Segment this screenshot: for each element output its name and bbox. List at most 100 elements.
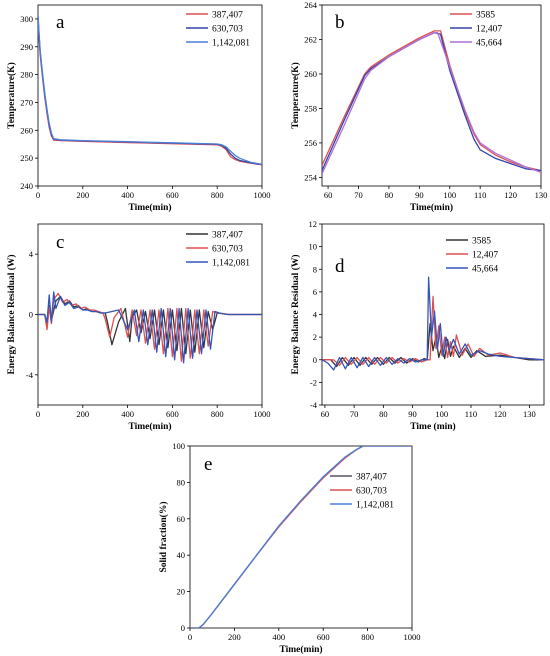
x-tick-label: 130 (523, 409, 536, 419)
x-tick-label: 60 (324, 190, 333, 200)
x-tick-label: 110 (465, 409, 477, 419)
legend-label: 1,142,081 (212, 39, 250, 49)
y-tick-label: 80 (177, 477, 186, 487)
x-tick-label: 600 (317, 632, 330, 642)
y-tick-label: 270 (20, 97, 33, 107)
panel-letter: a (56, 12, 65, 33)
y-tick-label: 240 (20, 181, 33, 191)
y-tick-label: 12 (309, 219, 318, 229)
x-tick-label: 120 (494, 409, 507, 419)
y-tick-label: 262 (304, 34, 317, 44)
x-axis-label: Time(min) (128, 421, 171, 432)
x-tick-label: 120 (504, 190, 517, 200)
series-line-1 (322, 30, 541, 172)
y-axis-label: Energy Balance Residual (W) (290, 254, 301, 374)
y-tick-label: 10 (309, 242, 318, 252)
x-tick-label: 0 (36, 409, 40, 419)
x-tick-label: 1000 (254, 409, 271, 419)
panel-letter: c (56, 232, 64, 253)
x-tick-label: 90 (408, 409, 417, 419)
plot-frame (321, 223, 545, 406)
y-axis-label: Solid fraction(%) (158, 502, 169, 573)
series-line-3 (322, 31, 541, 175)
x-axis-label: Time (min) (410, 421, 455, 432)
series-line-2 (322, 295, 544, 367)
y-tick-label: 300 (20, 14, 33, 24)
legend-label: 1,142,081 (356, 501, 394, 511)
panel-letter: b (335, 12, 345, 33)
y-tick-label: 40 (177, 550, 186, 560)
x-tick-label: 200 (76, 190, 89, 200)
y-tick-label: 280 (20, 70, 33, 80)
legend-label: 45,664 (476, 39, 502, 49)
y-tick-label: -4 (310, 400, 318, 410)
x-axis-label: Time(min) (128, 202, 171, 213)
x-tick-label: 70 (350, 409, 359, 419)
legend-label: 1,142,081 (212, 259, 250, 269)
x-tick-label: 400 (272, 632, 285, 642)
chart-panel-d: 60 70 80 90 100 110 120 130 -4 -2 0 2 4 6 8 10 12 Time (m… (290, 219, 545, 432)
legend-label: 45,664 (472, 265, 498, 275)
series-line-2 (322, 31, 541, 172)
legend-label: 387,407 (356, 473, 387, 483)
legend-label: 12,407 (472, 251, 498, 261)
legend-label: 387,407 (212, 11, 243, 21)
y-tick-label: -2 (310, 377, 317, 387)
y-tick-label: 0 (313, 355, 317, 365)
x-tick-label: 1000 (404, 632, 421, 642)
legend-label: 3585 (472, 237, 491, 247)
x-tick-label: 800 (361, 632, 374, 642)
y-axis-label: Temperature(K) (6, 62, 17, 129)
x-tick-label: 400 (121, 190, 134, 200)
x-tick-label: 80 (385, 190, 394, 200)
panel-letter: e (204, 454, 212, 475)
series-group (38, 14, 262, 166)
y-tick-label: 0 (29, 310, 33, 320)
plot-frame (37, 4, 263, 187)
legend-label: 630,703 (212, 25, 243, 35)
y-axis-label: Energy Balance Residual (W) (6, 254, 17, 374)
chart-panel-a: 0 200 400 600 800 1000 240 250 260 270 280 290 300 Ti… (6, 4, 271, 213)
x-tick-label: 0 (188, 632, 192, 642)
y-tick-label: 254 (304, 172, 318, 182)
plot-frame (189, 445, 413, 629)
y-tick-label: 264 (304, 0, 318, 10)
y-tick-label: 100 (172, 441, 185, 451)
y-tick-label: 20 (177, 587, 186, 597)
x-tick-label: 100 (443, 190, 456, 200)
x-tick-label: 80 (379, 409, 388, 419)
series-group (322, 276, 544, 371)
legend-label: 3585 (476, 11, 495, 21)
chart-panel-e: 0 200 400 600 800 1000 0 20 40 60 80 100 Time(min) So… (158, 441, 421, 655)
y-axis-label: Temperature(K) (290, 62, 301, 129)
panel-letter: d (335, 256, 345, 277)
y-tick-label: 60 (177, 514, 186, 524)
x-tick-label: 200 (76, 409, 89, 419)
y-tick-label: 8 (313, 264, 317, 274)
x-tick-label: 130 (535, 190, 548, 200)
x-tick-label: 600 (166, 409, 179, 419)
x-tick-label: 0 (36, 190, 40, 200)
y-tick-label: 256 (304, 138, 317, 148)
x-tick-label: 100 (435, 409, 448, 419)
x-tick-label: 400 (121, 409, 134, 419)
y-tick-label: 4 (313, 310, 318, 320)
plot-frame (321, 4, 542, 187)
x-tick-label: 1000 (254, 190, 271, 200)
y-tick-label: 290 (20, 42, 33, 52)
chart-panel-c: 0 200 400 600 800 1000 -4 0 4 Time(min) Energy Bal… (6, 223, 271, 432)
y-tick-label: 250 (20, 153, 33, 163)
y-tick-label: 6 (313, 287, 317, 297)
y-tick-label: -4 (26, 370, 34, 380)
series-group (190, 446, 412, 628)
series-line-3 (322, 276, 544, 371)
legend-label: 387,407 (212, 231, 243, 241)
x-tick-label: 70 (354, 190, 363, 200)
x-tick-label: 800 (211, 190, 224, 200)
x-axis-label: Time(min) (279, 644, 322, 655)
y-tick-label: 260 (20, 125, 33, 135)
series-line-3 (190, 446, 412, 628)
x-tick-label: 90 (415, 190, 424, 200)
series-line-3 (38, 14, 262, 165)
